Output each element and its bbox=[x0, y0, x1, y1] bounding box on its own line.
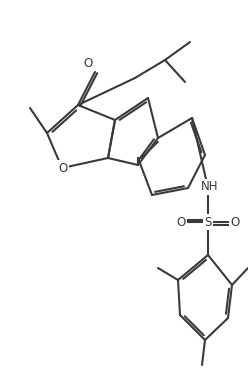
Text: NH: NH bbox=[201, 181, 219, 194]
Text: O: O bbox=[58, 161, 68, 174]
Text: O: O bbox=[230, 215, 240, 228]
Text: O: O bbox=[176, 215, 186, 228]
Text: S: S bbox=[204, 215, 212, 228]
Text: O: O bbox=[84, 57, 93, 70]
